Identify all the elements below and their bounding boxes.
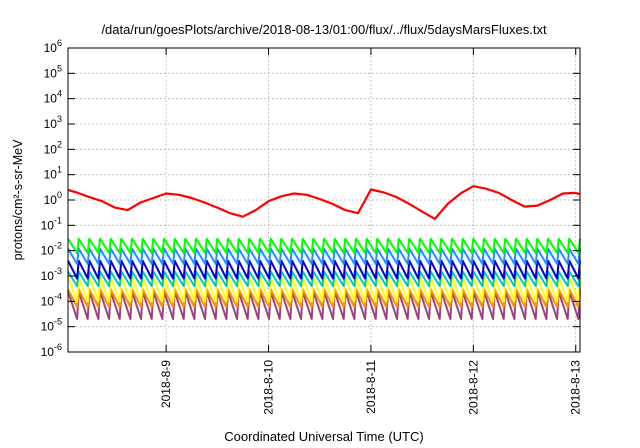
y-tick-label: 100 bbox=[44, 190, 62, 207]
y-axis-label: protons/cm²-s-sr-MeV bbox=[11, 139, 25, 261]
y-tick-label: 106 bbox=[44, 38, 62, 55]
x-tick-label: 2018-8-11 bbox=[364, 360, 378, 414]
y-tick-label: 10-5 bbox=[41, 317, 62, 334]
x-tick-label: 2018-8-9 bbox=[159, 360, 173, 408]
y-tick-label: 105 bbox=[44, 63, 62, 80]
series-line bbox=[67, 185, 581, 220]
series-layer bbox=[67, 185, 581, 320]
y-tick-label: 103 bbox=[44, 114, 62, 131]
x-axis-label: Coordinated Universal Time (UTC) bbox=[224, 429, 423, 444]
x-tick-label: 2018-8-13 bbox=[569, 360, 583, 415]
y-tick-label: 10-4 bbox=[41, 291, 62, 308]
chart-title: /data/run/goesPlots/archive/2018-08-13/0… bbox=[101, 22, 547, 37]
y-tick-label: 102 bbox=[44, 139, 62, 156]
y-tick-label: 10-1 bbox=[41, 215, 62, 232]
x-tick-label: 2018-8-12 bbox=[466, 360, 480, 415]
series-line bbox=[67, 237, 581, 255]
series-line bbox=[67, 259, 581, 280]
y-tick-label: 10-2 bbox=[41, 241, 62, 258]
x-tick-label: 2018-8-10 bbox=[262, 360, 276, 415]
series-line bbox=[67, 247, 581, 265]
y-tick-label: 101 bbox=[44, 165, 62, 182]
y-tick-label: 10-6 bbox=[41, 342, 62, 359]
y-tick-label: 104 bbox=[44, 89, 62, 106]
ticks: 10-6 10-5 10-4 10-3 10-2 10-1 100 101 102 103 104 1… bbox=[41, 38, 583, 415]
y-tick-label: 10-3 bbox=[41, 266, 62, 283]
